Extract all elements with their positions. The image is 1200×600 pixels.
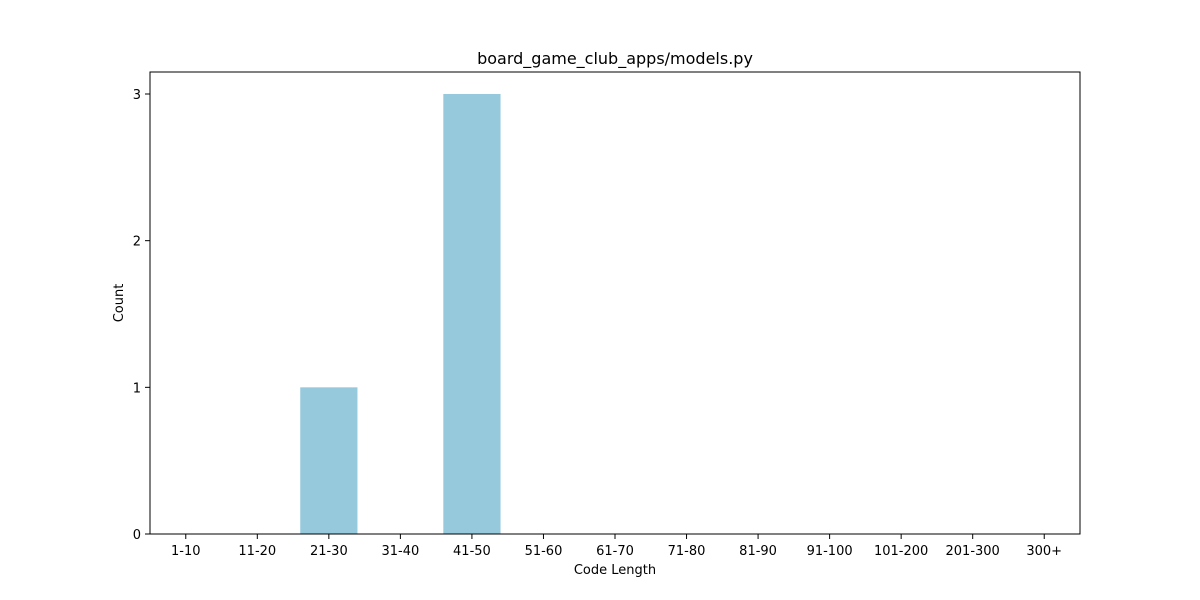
x-tick-label: 61-70 <box>596 544 634 559</box>
x-tick-label: 11-20 <box>238 544 276 559</box>
y-tick-label: 1 <box>133 381 141 396</box>
plot-frame <box>149 71 1081 535</box>
y-tick-label: 0 <box>133 528 141 543</box>
x-tick-label: 51-60 <box>525 544 563 559</box>
chart-title: board_game_club_apps/models.py <box>477 49 753 69</box>
x-tick-label: 201-300 <box>946 544 1000 559</box>
x-tick-label: 300+ <box>1026 544 1062 559</box>
x-tick-label: 21-30 <box>310 544 348 559</box>
y-tick-label: 3 <box>133 88 141 103</box>
bars-group <box>300 94 501 534</box>
y-axis: 0 1 2 3 <box>133 88 150 543</box>
x-tick-label: 91-100 <box>807 544 853 559</box>
x-axis: 1-10 11-20 21-30 31-40 41-50 51-60 61-70 71-80 8… <box>171 534 1062 559</box>
x-tick-label: 71-80 <box>668 544 706 559</box>
x-tick-label: 41-50 <box>453 544 491 559</box>
x-tick-label: 31-40 <box>381 544 419 559</box>
x-tick-label: 1-10 <box>171 544 201 559</box>
x-tick-label: 81-90 <box>739 544 777 559</box>
bar-21-30 <box>300 387 358 534</box>
x-tick-label: 101-200 <box>874 544 928 559</box>
y-axis-label: Count <box>112 284 127 323</box>
bar-41-50 <box>443 94 501 534</box>
y-tick-label: 2 <box>133 235 141 250</box>
x-axis-label: Code Length <box>574 563 656 578</box>
